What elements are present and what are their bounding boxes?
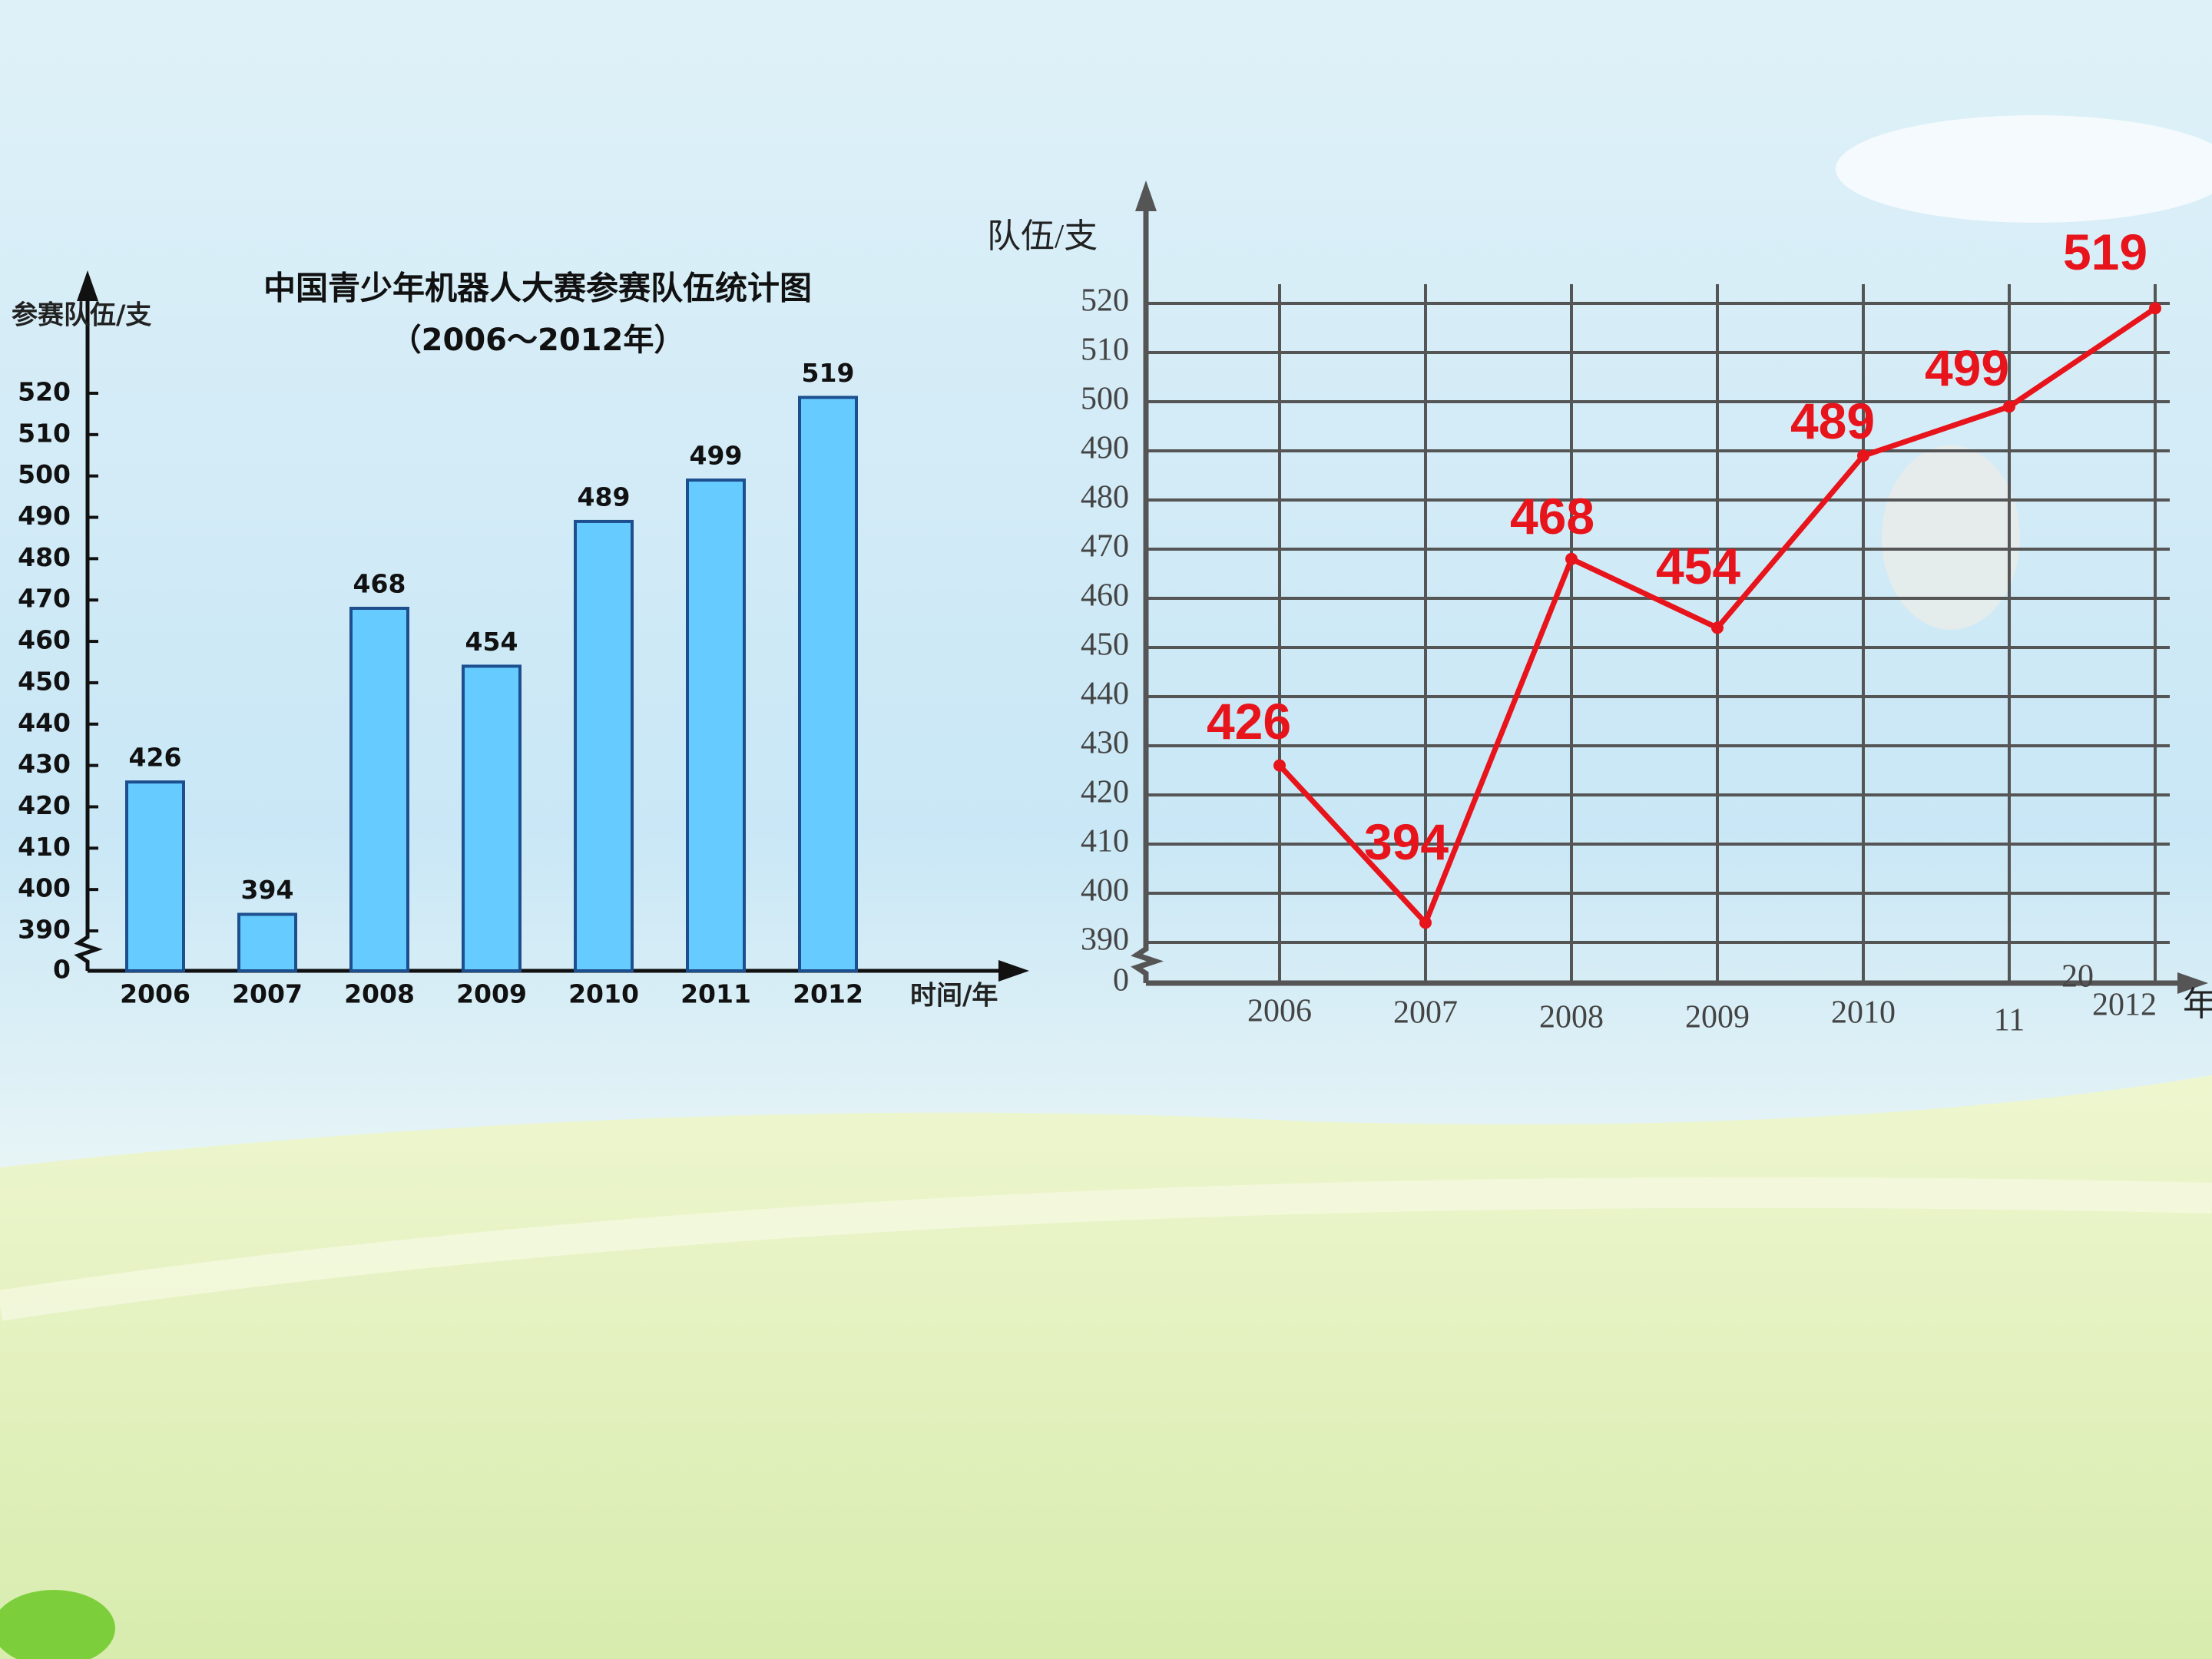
x-tick-label: 2011	[680, 979, 751, 1009]
bar	[798, 396, 858, 972]
y-tick-label: 450	[18, 666, 71, 696]
y-axis	[1131, 188, 1164, 983]
x-tick-label: 2006	[1247, 994, 1312, 1029]
y-tick-label: 390	[1081, 922, 1129, 958]
y-tick-label: 460	[18, 625, 71, 655]
bar-chart: 0 390 400 410 420 430 440 450 460 470 480 490 500 510…	[12, 270, 1029, 1012]
y-tick-label: 470	[1081, 529, 1129, 565]
value-label: 489	[578, 482, 631, 512]
bar	[574, 519, 634, 972]
y-tick-label: 480	[1081, 480, 1129, 515]
chart-title: 中国青少年机器人大赛参赛队伍统计图	[263, 270, 812, 307]
value-label: 454	[465, 627, 518, 657]
value-label: 519	[2063, 224, 2147, 280]
bar	[349, 607, 409, 972]
y-tick-label: 480	[18, 542, 71, 572]
x-tick-label: 11	[1994, 1003, 2025, 1038]
value-label: 394	[1364, 813, 1449, 870]
y-tick-label: 430	[1081, 726, 1129, 761]
value-label: 468	[1510, 488, 1594, 545]
y-tick-label: 440	[18, 707, 71, 737]
bar	[462, 664, 522, 973]
cloud	[1836, 115, 2212, 223]
charts: 0 390 400 410 420 430 440 450 460 470 480 490 500 510…	[12, 180, 2212, 1038]
point	[2149, 302, 2161, 315]
bar	[237, 912, 297, 973]
value-label: 394	[241, 875, 294, 905]
x-tick-label: 2006	[120, 979, 190, 1009]
x-tick-label: 2012	[2092, 988, 2157, 1023]
x-tick-label: 2010	[568, 979, 639, 1009]
point	[1857, 449, 1869, 462]
path-stripe	[0, 1177, 2212, 1321]
value-label: 499	[1925, 339, 2009, 396]
x-axis-arrow	[2177, 972, 2208, 994]
y-tick-label: 400	[18, 873, 71, 903]
y-axis-arrow	[77, 270, 98, 301]
point	[1711, 621, 1724, 634]
point	[1273, 759, 1286, 772]
point	[2003, 400, 2015, 413]
y-axis-label: 参赛队伍/支	[12, 300, 151, 331]
annotation: 20	[2061, 959, 2094, 995]
bar	[686, 478, 746, 972]
point	[1419, 916, 1432, 929]
y-tick-label: 0	[1113, 963, 1129, 998]
value-label: 489	[1790, 392, 1875, 449]
x-tick-label: 2009	[1685, 1000, 1750, 1035]
y-tick-label: 390	[18, 915, 71, 945]
x-tick-label: 2009	[456, 979, 527, 1009]
line-chart: 0 390 400 410 420 430 440 450 460 470 480 490 500 510…	[987, 180, 2212, 1038]
value-label: 454	[1656, 538, 1740, 594]
x-tick-label: 2008	[344, 979, 415, 1009]
y-tick-label: 440	[1081, 677, 1129, 712]
y-tick-label: 490	[18, 501, 71, 531]
point	[1565, 552, 1578, 565]
y-tick-label: 510	[1081, 333, 1129, 368]
y-tick-label: 410	[18, 832, 71, 862]
y-tick-label: 420	[18, 790, 71, 820]
value-label: 426	[129, 743, 182, 773]
y-tick-label: 400	[1081, 873, 1129, 909]
y-tick-label: 470	[18, 584, 71, 614]
y-tick-label: 500	[1081, 382, 1129, 417]
y-axis	[74, 278, 103, 971]
value-label: 426	[1207, 693, 1291, 750]
x-axis-label: 时间/年	[910, 981, 998, 1012]
y-tick-label: 430	[18, 749, 71, 779]
y-tick-label: 490	[1081, 431, 1129, 466]
y-tick-label: 0	[53, 955, 71, 985]
y-tick-label: 410	[1081, 824, 1129, 859]
x-tick-label: 2007	[232, 979, 303, 1009]
value-label: 519	[802, 358, 855, 388]
windmill	[1882, 445, 2020, 630]
y-tick-label: 420	[1081, 775, 1129, 810]
x-axis-label: 年	[2183, 985, 2212, 1023]
y-tick-label: 500	[18, 459, 71, 489]
value-label: 499	[690, 441, 743, 471]
x-axis-arrow	[998, 960, 1029, 982]
x-tick-label: 2010	[1831, 995, 1896, 1031]
y-tick-label: 520	[1081, 283, 1129, 319]
bar	[125, 780, 185, 973]
y-tick-label: 520	[18, 377, 71, 407]
chart-subtitle: （2006～2012年）	[391, 323, 685, 358]
clover	[0, 1590, 115, 1659]
x-tick-label: 2008	[1539, 1000, 1604, 1035]
y-tick-label: 460	[1081, 578, 1129, 614]
y-tick-label: 510	[18, 418, 71, 448]
value-label: 468	[353, 569, 406, 599]
y-axis-label: 队伍/支	[987, 217, 1098, 255]
y-axis-arrow	[1135, 180, 1157, 211]
x-tick-label: 2012	[793, 979, 863, 1009]
x-tick-label: 2007	[1393, 995, 1458, 1031]
hill	[0, 1075, 2212, 1659]
y-tick-label: 450	[1081, 628, 1129, 663]
